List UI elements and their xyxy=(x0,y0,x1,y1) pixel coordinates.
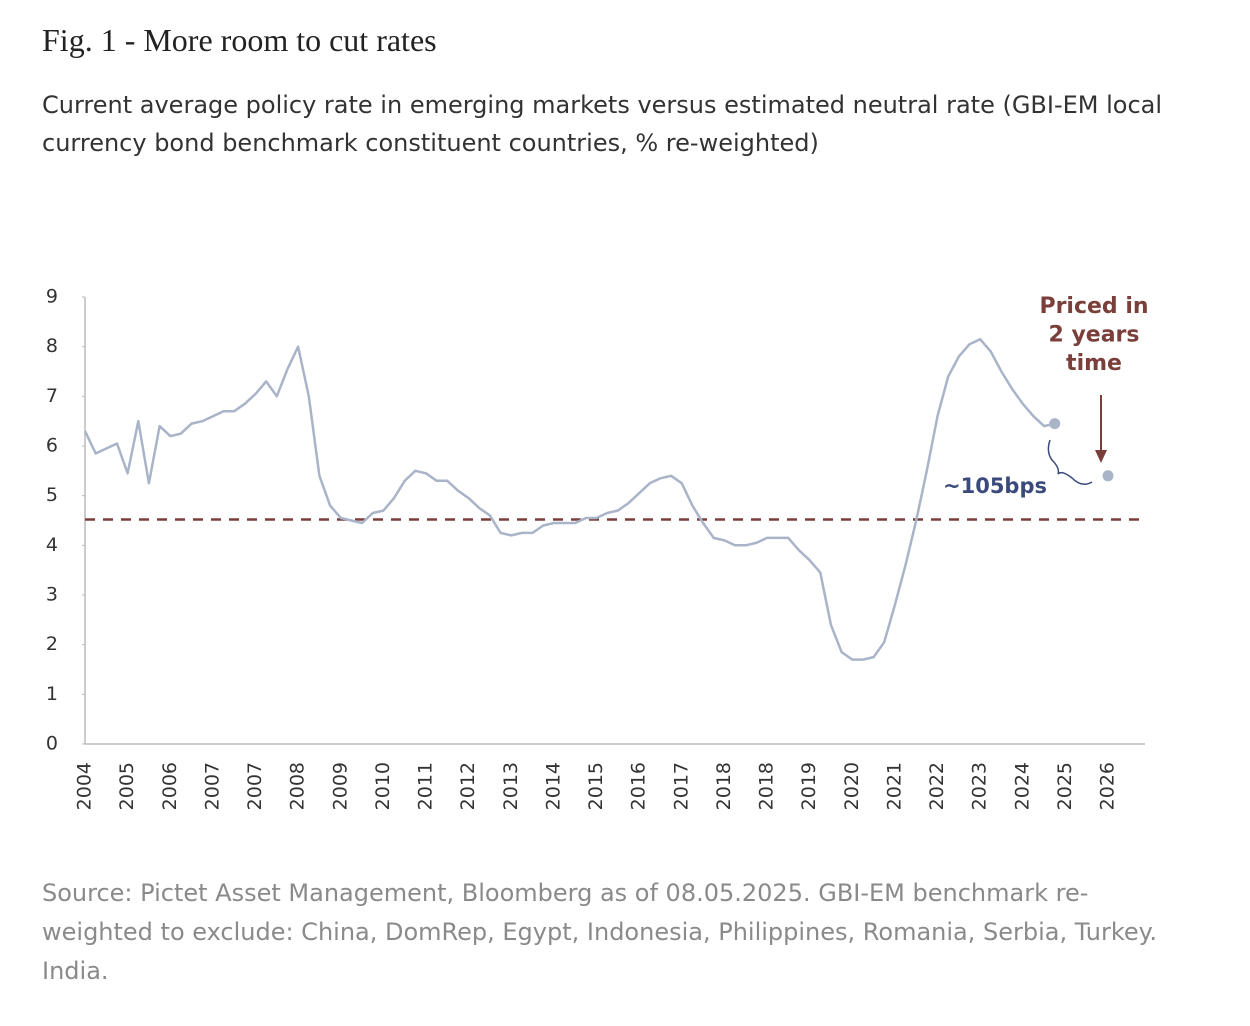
x-tick-label: 2004 xyxy=(74,762,96,810)
x-tick-label: 2023 xyxy=(969,762,991,810)
x-tick-label: 2024 xyxy=(1011,762,1033,810)
gap-annotation: ~105bps xyxy=(943,474,1047,498)
x-tick-label: 2020 xyxy=(841,762,863,810)
x-tick-label: 2021 xyxy=(883,762,905,810)
x-tick-label: 2018 xyxy=(756,762,778,810)
y-tick-label: 4 xyxy=(46,534,58,556)
x-tick-label: 2012 xyxy=(457,762,479,810)
x-tick-label: 2009 xyxy=(329,762,351,810)
x-tick-label: 2005 xyxy=(116,762,138,810)
x-tick-label: 2022 xyxy=(926,762,948,810)
x-tick-label: 2006 xyxy=(159,762,181,810)
x-tick-label: 2007 xyxy=(201,762,223,810)
rate-line xyxy=(83,337,1055,661)
title: Fig. 1 - More room to cut rates xyxy=(42,22,437,58)
y-tick-label: 7 xyxy=(46,385,58,407)
x-tick-label: 2016 xyxy=(628,762,650,810)
x-tick-label: 2026 xyxy=(1097,762,1119,810)
priced-annotation: time xyxy=(1066,351,1122,376)
y-tick-label: 0 xyxy=(46,733,58,755)
x-tick-label: 2007 xyxy=(244,762,266,810)
rate-dot xyxy=(1049,418,1061,430)
x-tick-label: 2008 xyxy=(287,762,309,810)
subtitle: Current average policy rate in emerging … xyxy=(42,91,1163,157)
x-tick-label: 2013 xyxy=(500,762,522,810)
y-tick-label: 9 xyxy=(46,286,58,308)
y-tick-label: 1 xyxy=(46,683,58,705)
y-tick-label: 3 xyxy=(46,584,58,606)
y-tick-label: 6 xyxy=(46,435,58,457)
y-tick-label: 5 xyxy=(46,484,58,506)
x-tick-label: 2018 xyxy=(713,762,735,810)
x-tick-label: 2017 xyxy=(670,762,692,810)
priced-annotation: Priced in xyxy=(1039,294,1148,319)
x-tick-label: 2010 xyxy=(372,762,394,810)
x-tick-label: 2019 xyxy=(798,762,820,810)
y-tick-label: 8 xyxy=(46,335,58,357)
arrow-head xyxy=(1095,450,1107,463)
x-tick-label: 2015 xyxy=(585,762,607,810)
brace xyxy=(1047,439,1093,485)
rate-dot xyxy=(1102,470,1114,482)
x-tick-label: 2011 xyxy=(415,762,437,810)
x-tick-label: 2014 xyxy=(542,762,564,810)
x-tick-label: 2025 xyxy=(1054,762,1076,810)
priced-annotation: 2 years xyxy=(1048,323,1139,348)
source-note: Source: Pictet Asset Management, Bloombe… xyxy=(42,879,1158,985)
y-tick-label: 2 xyxy=(46,633,58,655)
